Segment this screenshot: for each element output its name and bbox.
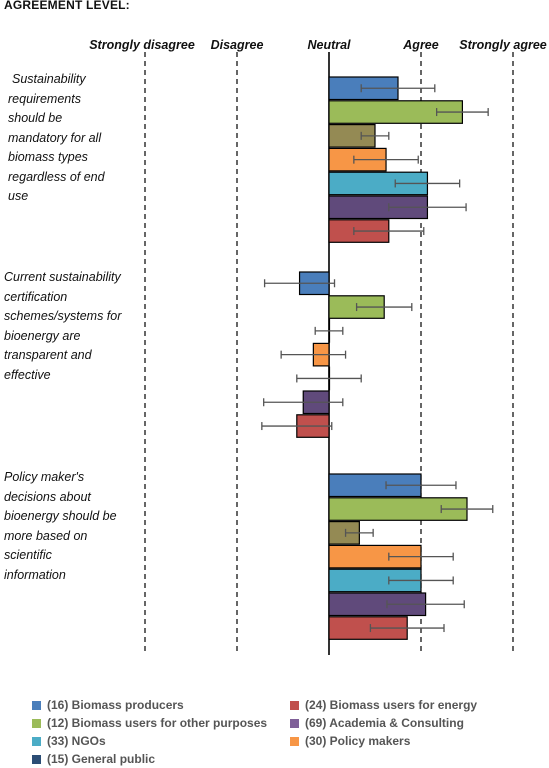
statement-line: Sustainability [12,72,86,86]
error-bar-statement2-4 [280,350,347,359]
statement-line: Policy maker's [4,470,85,484]
legend-swatch [290,736,299,746]
legend-swatch [32,754,41,764]
error-bar-statement3-7 [369,624,445,633]
error-bar-statement2-7 [261,422,333,431]
legend-swatch [32,700,41,710]
legend-swatch [290,718,299,728]
statement-line: bioenergy are [4,328,81,343]
level-label-neutral: Neutral [307,38,351,52]
statement-1: Sustainability requirements should be manda… [8,70,105,207]
level-label-strongly-agree: Strongly agree [459,38,547,52]
error-bar-statement3-5 [388,576,454,585]
legend-item: (15) General public [32,752,155,766]
legend-item: (16) Biomass producers [32,698,184,712]
legend-label: (33) NGOs [47,734,106,748]
error-bar-statement1-4 [353,155,419,164]
chart-legend: (16) Biomass producers (24) Biomass users… [0,698,549,768]
error-bar-statement1-5 [394,179,461,188]
legend-item: (30) Policy makers [290,734,410,748]
error-bar-statement3-1 [385,481,457,490]
level-label-agree: Agree [403,38,439,52]
statement-line: more based on [4,528,88,543]
statement-2: Current sustainability certification schem… [4,268,121,385]
statement-line: effective [4,367,51,382]
legend-item: (24) Biomass users for energy [290,698,477,712]
error-bar-statement2-2 [355,303,413,312]
error-bar-statement2-1 [263,279,336,288]
statement-3: Policy maker's decisions about bioenergy s… [4,468,117,585]
statement-line: scientific [4,548,52,562]
error-bar-statement1-1 [360,84,436,93]
error-bar-statement2-3 [314,326,344,335]
legend-swatch [32,718,41,728]
error-bar-statement3-4 [388,552,454,561]
legend-label: (16) Biomass producers [47,698,184,712]
statement-line: requirements [8,91,81,106]
error-bar-statement2-5 [296,374,362,383]
chart-plot-area [144,52,514,655]
error-bar-statement3-6 [386,600,465,609]
statement-line: Current sustainability [4,270,121,284]
statement-line: should be [8,111,63,125]
statement-line: use [8,189,29,203]
legend-label: (12) Biomass users for other purposes [47,716,268,730]
error-bar-statement1-2 [435,108,489,117]
statement-line: transparent and [4,348,92,362]
error-bar-statement3-2 [440,505,494,514]
statement-line: regardless of end [8,169,105,184]
statement-line: schemes/systems for [4,309,122,323]
legend-label: (69) Academia & Consulting [305,716,464,730]
statement-line: mandatory for all [8,130,102,145]
error-bar-statement1-6 [388,203,467,212]
legend-label: (24) Biomass users for energy [305,698,478,712]
legend-label: (15) General public [47,752,156,766]
chart-heading: AGREEMENT LEVEL: [4,0,130,12]
error-bar-statement2-6 [263,398,344,407]
legend-label: (30) Policy makers [305,734,411,748]
statement-line: certification [4,289,68,304]
legend-item: (69) Academia & Consulting [290,716,464,730]
statement-line: information [4,567,66,582]
statement-line: biomass types [8,150,88,164]
error-bar-statement1-3 [360,131,390,140]
statement-line: bioenergy should be [4,509,117,523]
error-bar-statement1-7 [353,227,425,236]
legend-swatch [32,736,41,746]
legend-item: (12) Biomass users for other purposes [32,716,267,730]
level-label-strongly-disagree: Strongly disagree [89,38,195,52]
legend-item: (33) NGOs [32,734,106,748]
statement-line: decisions about [4,489,91,504]
legend-swatch [290,700,299,710]
level-label-disagree: Disagree [210,38,264,52]
error-bar-statement3-3 [344,528,374,537]
